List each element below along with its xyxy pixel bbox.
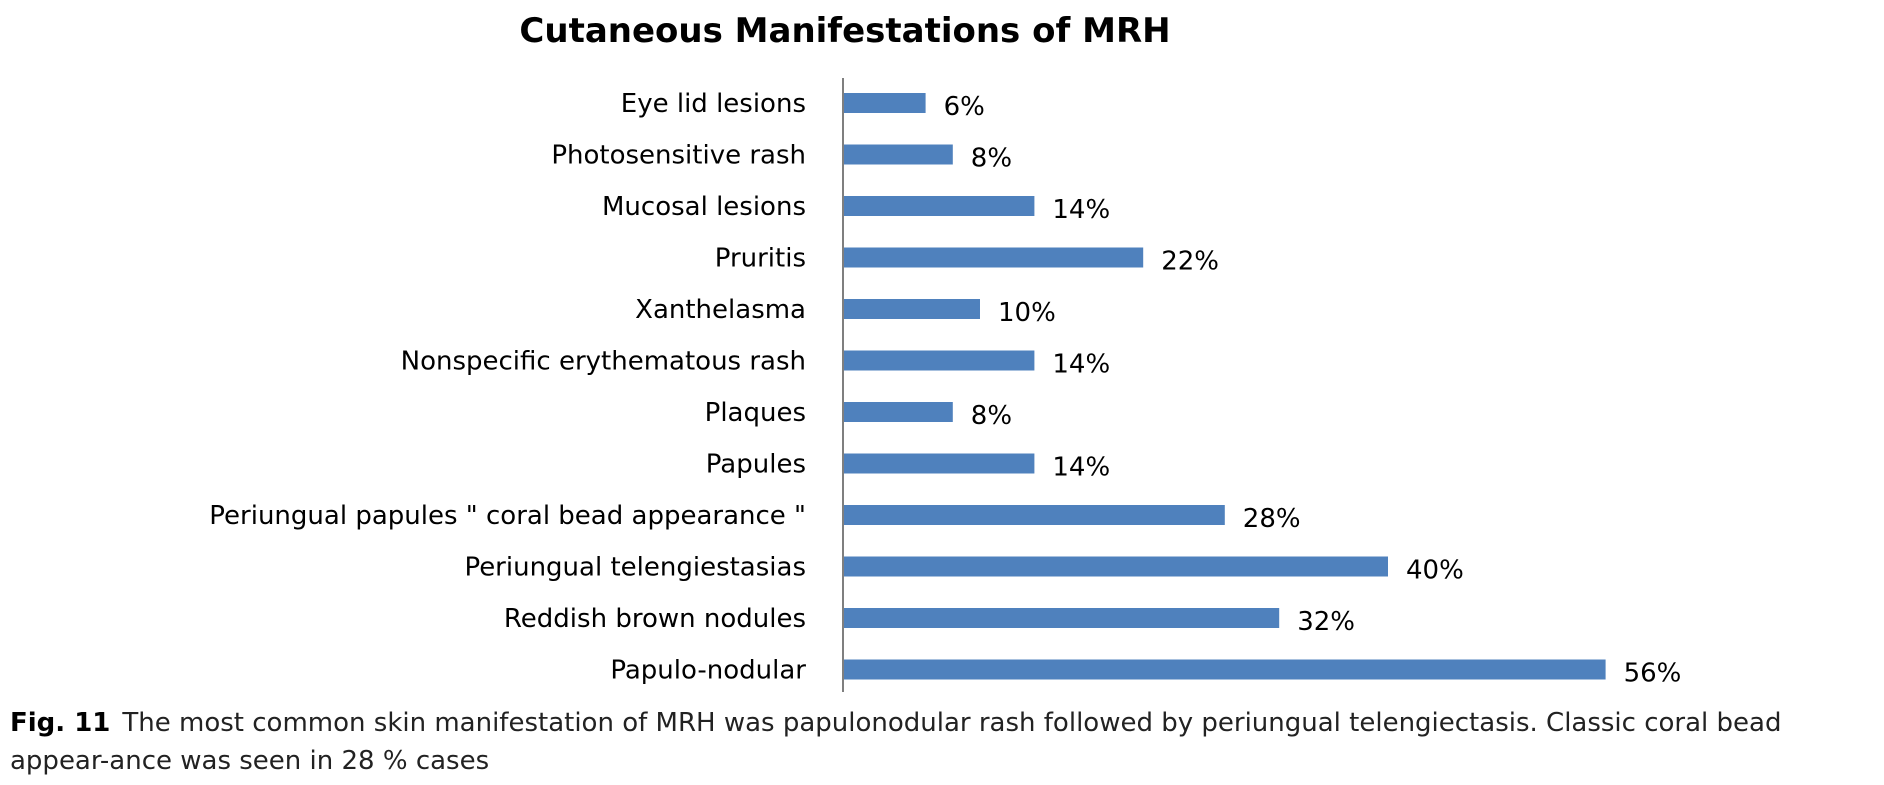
bar [844, 453, 1035, 474]
value-label: 56% [1624, 659, 1682, 689]
value-label: 10% [998, 298, 1056, 328]
category-label: Photosensitive rash [551, 141, 806, 171]
category-label: Xanthelasma [635, 295, 806, 325]
value-label: 14% [1052, 350, 1110, 380]
category-label: Nonspecific erythematous rash [401, 347, 806, 377]
category-label: Papulo-nodular [610, 656, 806, 686]
category-label: Reddish brown nodules [504, 604, 806, 634]
category-label: Papules [706, 450, 806, 480]
value-label: 40% [1406, 556, 1464, 586]
bar [844, 659, 1606, 680]
category-label: Periungual telengiestasias [464, 553, 806, 583]
category-label: Periungual papules " coral bead appearan… [209, 501, 806, 531]
figure-caption: Fig. 11 The most common skin manifestatio… [10, 704, 1874, 780]
category-label: Pruritis [715, 244, 806, 274]
bar [844, 505, 1225, 525]
category-label: Eye lid lesions [621, 89, 806, 119]
category-label: Mucosal lesions [602, 192, 806, 222]
bar [844, 196, 1035, 216]
bars-layer: Eye lid lesions 6% Photosensitive rash 8% Mu… [209, 89, 1681, 689]
value-label: 22% [1161, 247, 1219, 277]
value-label: 8% [971, 144, 1012, 174]
bar [844, 350, 1035, 371]
value-label: 14% [1052, 195, 1110, 225]
value-label: 6% [944, 92, 985, 122]
bar [844, 299, 980, 319]
value-label: 8% [971, 401, 1012, 431]
value-label: 28% [1243, 504, 1301, 534]
bar [844, 402, 953, 422]
bar [844, 93, 926, 113]
bar [844, 247, 1144, 268]
value-label: 14% [1052, 453, 1110, 483]
bar [844, 556, 1388, 577]
value-label: 32% [1297, 607, 1355, 637]
category-label: Plaques [705, 398, 806, 428]
bar [844, 144, 953, 165]
figure-caption-text: The most common skin manifestation of MR… [10, 708, 1782, 776]
bar [844, 608, 1280, 628]
figure-label: Fig. 11 [10, 708, 111, 738]
chart-title: Cutaneous Manifestations of MRH [519, 11, 1170, 51]
bar-chart: Cutaneous Manifestations of MRH Eye lid … [209, 11, 1681, 692]
